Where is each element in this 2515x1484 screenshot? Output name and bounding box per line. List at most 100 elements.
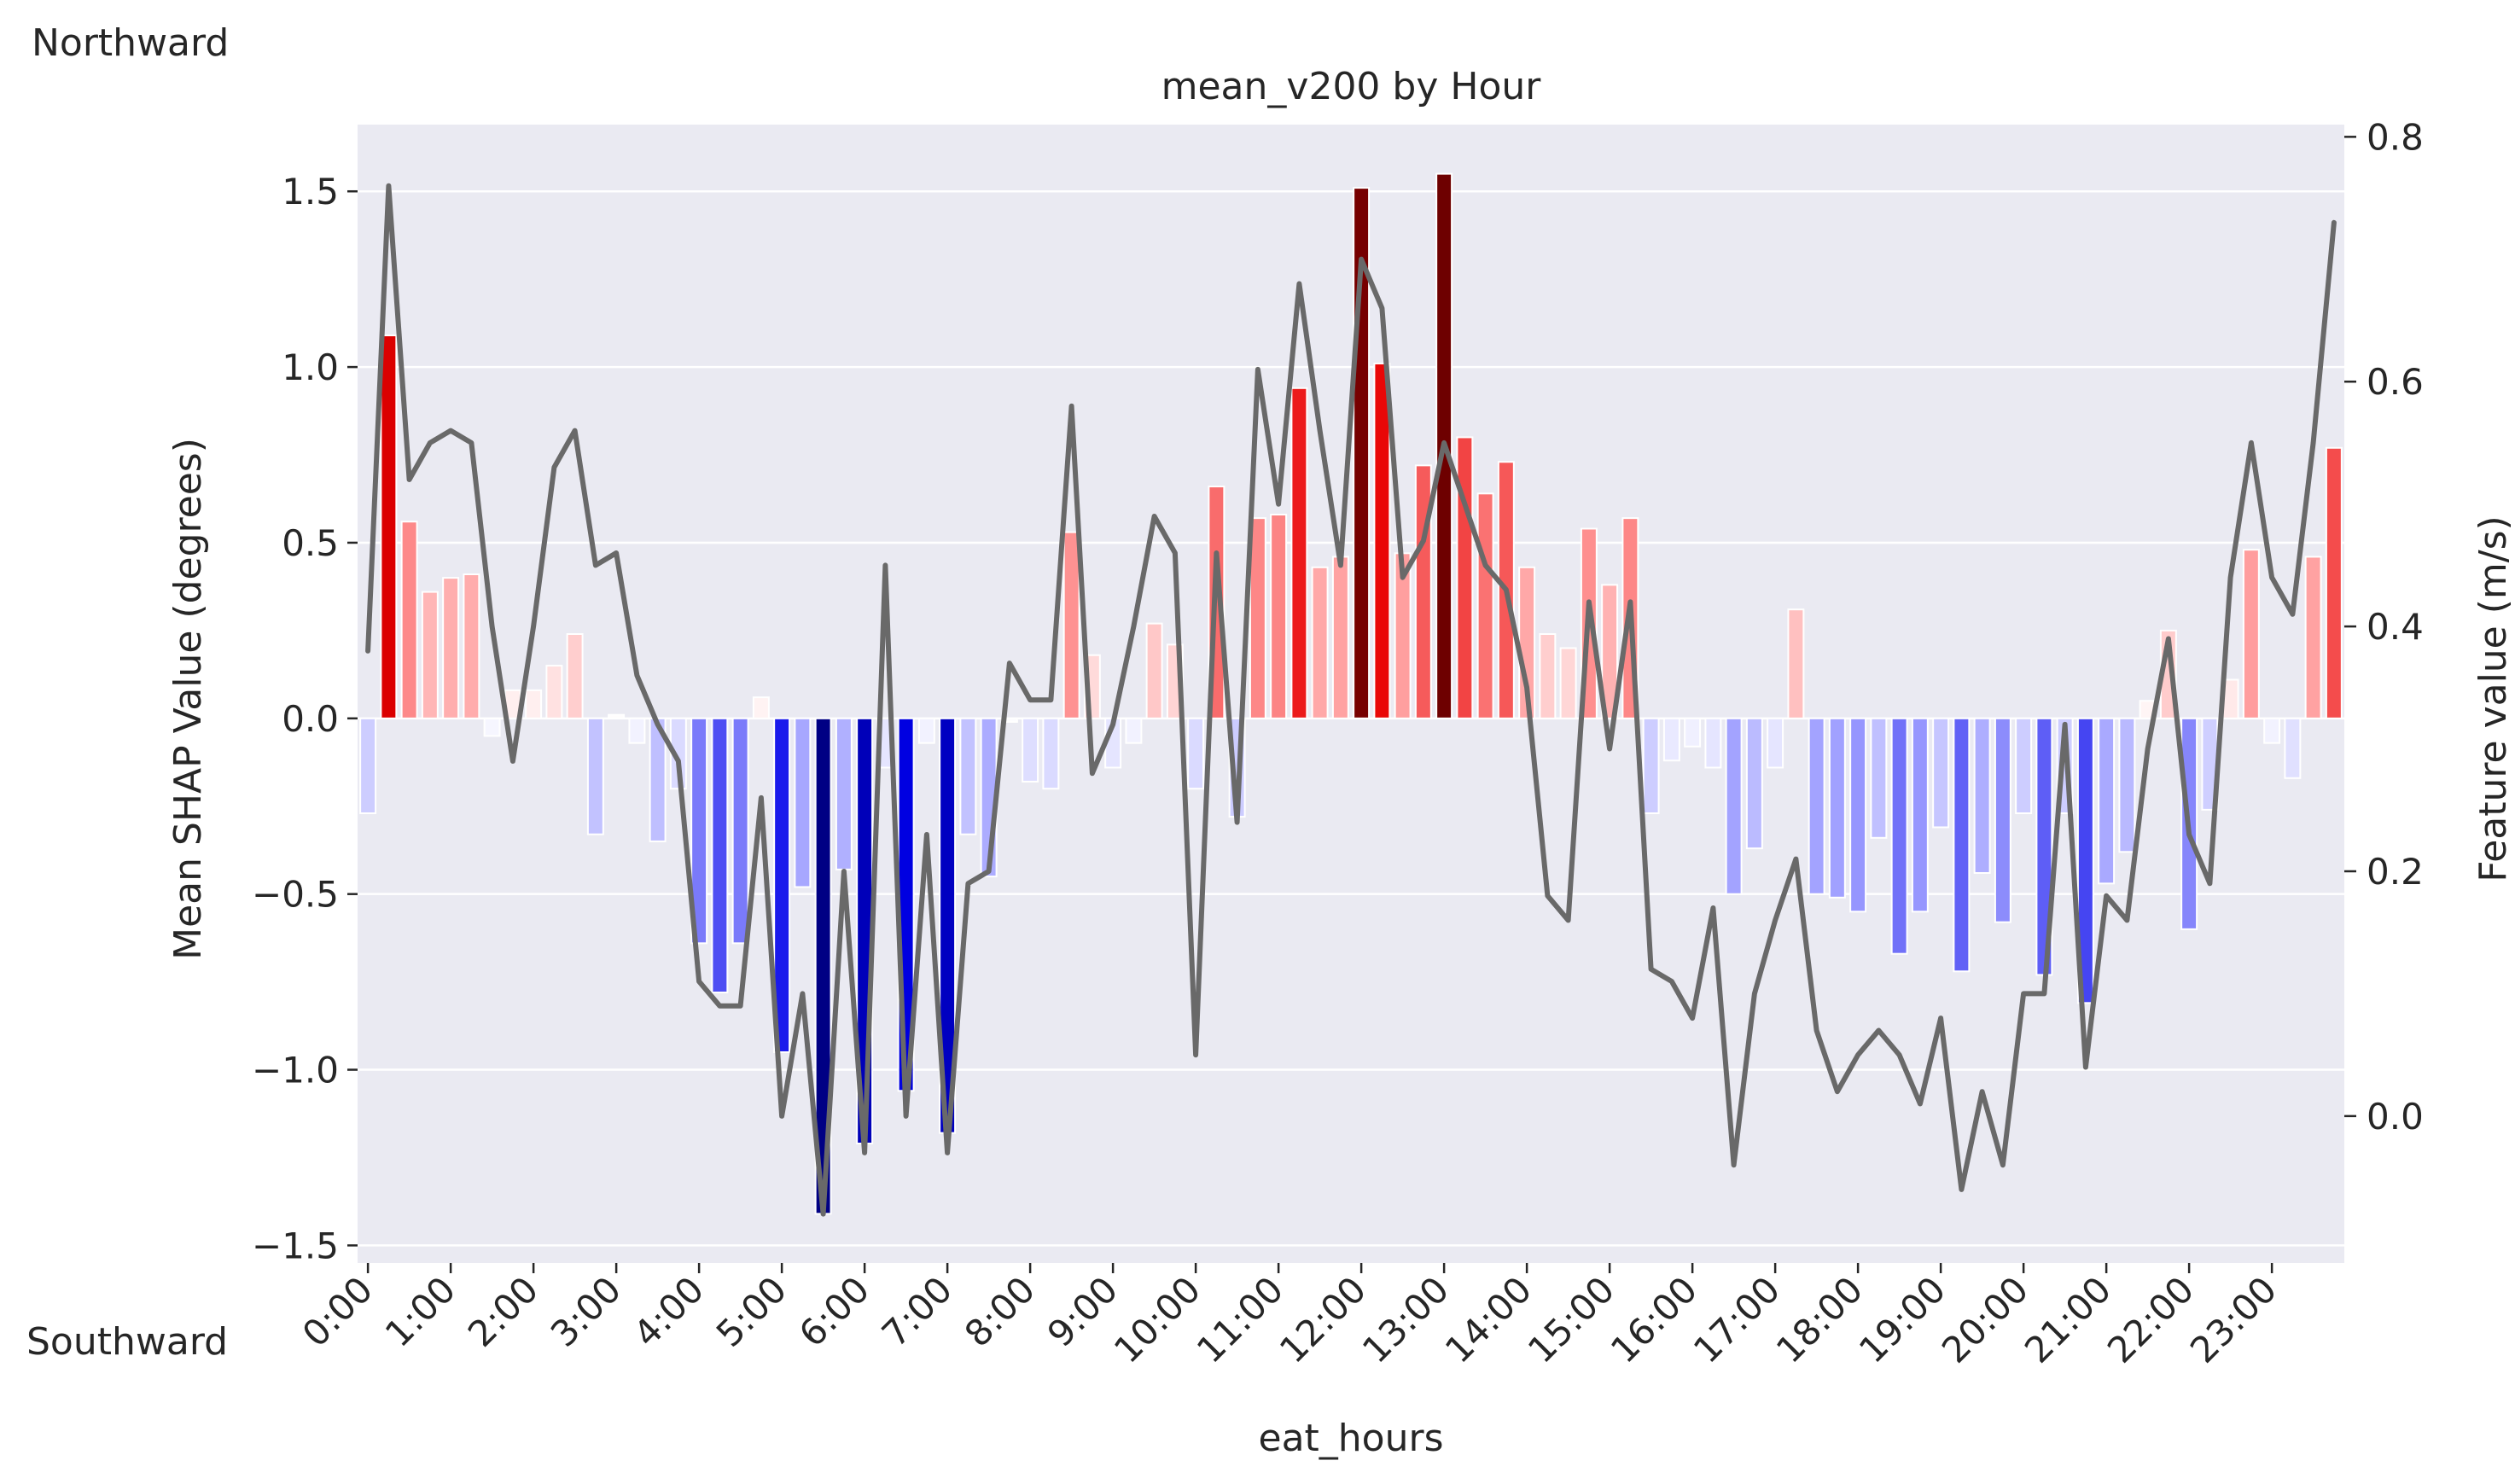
shap-bar (1767, 717, 1784, 769)
shap-bar (959, 717, 977, 835)
shap-bar (442, 577, 460, 719)
shap-bar (1476, 492, 1494, 719)
shap-bar (1870, 717, 1888, 839)
shap-bar (1828, 717, 1846, 899)
shap-bar (1249, 517, 1266, 719)
feature-line (365, 183, 2337, 1217)
shap-bar (773, 717, 791, 1053)
x-tick-label: 21:00 (2017, 1268, 2119, 1371)
shap-bar (586, 717, 604, 835)
y-tick-label: 1.0 (282, 346, 339, 388)
shap-bar (1311, 566, 1329, 719)
shap-bar (1725, 717, 1743, 895)
shap-bar (1911, 717, 1929, 913)
x-tick-label: 19:00 (1851, 1268, 1953, 1371)
shap-bar (835, 717, 853, 870)
y2-tick-label: 0.2 (2367, 851, 2424, 893)
x-tick-label: 1:00 (377, 1268, 463, 1354)
shap-bar (1290, 387, 1308, 719)
shap-bar (1787, 608, 1805, 719)
x-tick-label: 2:00 (460, 1268, 546, 1354)
x-tick-label: 14:00 (1437, 1268, 1540, 1371)
shap-bar (2304, 556, 2322, 719)
shap-bar (669, 717, 687, 790)
shap-bar (794, 717, 812, 888)
shap-bar (2242, 549, 2260, 719)
shap-bar (2076, 717, 2094, 1004)
shap-bar (731, 717, 749, 945)
shap-bar (1642, 717, 1660, 814)
x-tick-label: 12:00 (1272, 1268, 1374, 1371)
chart-title: mean_v200 by Hour (1161, 65, 1542, 108)
x-tick-label: 7:00 (874, 1268, 960, 1354)
y-tick-label: −1.5 (252, 1225, 339, 1266)
shap-bar (1062, 531, 1080, 719)
shap-bar (1932, 717, 1950, 829)
y2-tick-label: 0.4 (2367, 606, 2424, 648)
shap-bar (1331, 556, 1349, 719)
shap-bar (1539, 633, 1557, 719)
x-tick-label: 23:00 (2182, 1268, 2285, 1371)
shap-bar (545, 665, 563, 719)
y-tick-label: −0.5 (252, 874, 339, 916)
y-tick-label: 1.5 (282, 171, 339, 212)
shap-bar (566, 633, 584, 719)
shap-bar (1601, 584, 1619, 719)
y2-tick-label: 0.8 (2367, 116, 2424, 158)
shap-bar (1890, 717, 1908, 955)
shap-bar (421, 591, 439, 719)
y-tick-label: 0.0 (282, 698, 339, 740)
x-tick-label: 5:00 (708, 1268, 795, 1354)
shap-bar (1373, 362, 1391, 719)
x-tick-label: 11:00 (1189, 1268, 1291, 1371)
shap-bar (628, 717, 646, 744)
x-tick-label: 16:00 (1603, 1268, 1705, 1371)
shap-bar (359, 717, 377, 814)
shap-bar (483, 717, 501, 737)
shap-bar (1270, 514, 1288, 719)
shap-bar (1042, 717, 1060, 790)
x-axis-label: eat_hours (1259, 1417, 1444, 1460)
shap-bar (1973, 717, 1991, 874)
southward-annotation: Southward (26, 1320, 228, 1364)
x-tick-label: 10:00 (1106, 1268, 1208, 1371)
shap-bar (1456, 436, 1474, 719)
shap-bar (463, 573, 480, 719)
shap-bar (2284, 717, 2302, 779)
shap-bar (608, 713, 626, 719)
shap-bar (1849, 717, 1867, 913)
x-tick-label: 6:00 (791, 1268, 877, 1354)
shap-bar (2098, 717, 2116, 885)
x-tick-label: 13:00 (1354, 1268, 1457, 1371)
shap-bar (1953, 717, 1971, 973)
y-tick-label: −1.0 (252, 1050, 339, 1091)
y2-axis-label: Feature value (m/s) (2471, 515, 2515, 882)
shap-bar (917, 717, 935, 744)
x-tick-label: 3:00 (543, 1268, 629, 1354)
shap-bar (1808, 717, 1825, 895)
shap-bar (1994, 717, 2011, 923)
x-tick-label: 0:00 (294, 1268, 381, 1354)
x-tick-label: 20:00 (1934, 1268, 2036, 1371)
northward-annotation: Northward (32, 21, 229, 65)
x-tick-label: 18:00 (1768, 1268, 1871, 1371)
shap-bar (1022, 717, 1039, 783)
plot-background (358, 125, 2344, 1263)
shap-bar (690, 717, 708, 945)
shap-bar (400, 521, 418, 719)
y2-tick-label: 0.0 (2367, 1096, 2424, 1138)
shap-bar (1684, 717, 1702, 748)
shap-bar (1704, 717, 1722, 769)
x-tick-label: 15:00 (1520, 1268, 1622, 1371)
shap-bar (1559, 647, 1577, 719)
x-tick-label: 4:00 (626, 1268, 712, 1354)
y-axis-label: Mean SHAP Value (degrees) (166, 438, 210, 960)
shap-bar (1187, 717, 1205, 790)
x-tick-label: 17:00 (1685, 1268, 1788, 1371)
y-tick-label: 0.5 (282, 522, 339, 564)
feature-value-line (365, 183, 2337, 1217)
x-tick-label: 8:00 (957, 1268, 1043, 1354)
shap-bar (2325, 446, 2343, 719)
x-tick-label: 22:00 (2099, 1268, 2202, 1371)
